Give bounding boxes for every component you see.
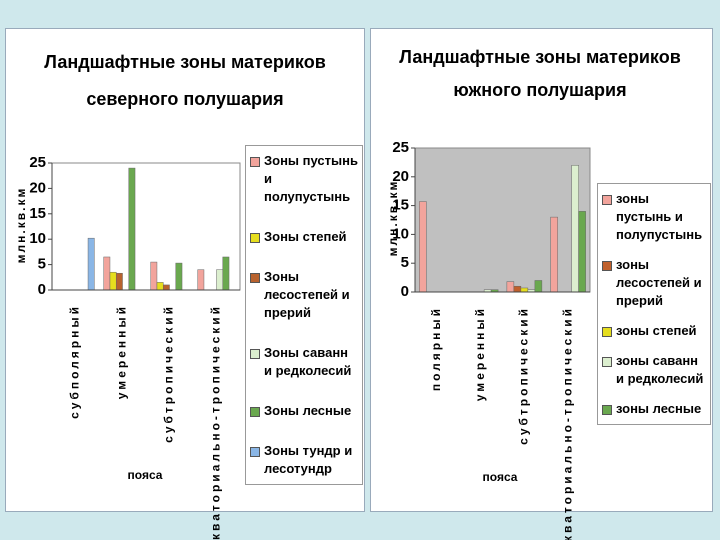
- y-tick-label: 25: [392, 139, 409, 156]
- legend-label: Зоны пустынь и полупустынь: [264, 153, 358, 204]
- bar: [175, 262, 183, 291]
- legend-swatch: [602, 195, 612, 205]
- legend-label: Зоны саванн и редколесий: [264, 345, 352, 378]
- y-tick-label: 0: [401, 283, 409, 300]
- legend-entry: Зоны саванн и редколесий: [250, 344, 358, 380]
- bar: [506, 281, 515, 293]
- bar: [222, 256, 230, 291]
- y-tick-label: 10: [29, 230, 46, 247]
- legend-swatch: [602, 405, 612, 415]
- x-tick-label: экваториально-тропический: [209, 304, 223, 540]
- legend-label: Зоны лесостепей и прерий: [264, 269, 350, 320]
- legend-entry: Зоны лесостепей и прерий: [250, 268, 358, 322]
- bar: [109, 271, 117, 291]
- y-tick-label: 25: [29, 154, 46, 171]
- bar: [128, 167, 136, 291]
- chart-title: северного полушария: [86, 89, 283, 109]
- legend-label: зоны пустынь и полупустынь: [616, 191, 703, 242]
- bar: [150, 261, 158, 291]
- legend-swatch: [250, 233, 260, 243]
- chart-title: южного полушария: [453, 80, 626, 100]
- bar: [162, 284, 170, 291]
- bar: [197, 269, 205, 291]
- y-tick-label: 5: [38, 256, 46, 273]
- bar: [571, 165, 579, 293]
- y-tick-label: 10: [392, 225, 409, 242]
- plot-area: [414, 147, 591, 293]
- y-tick-label: 0: [38, 281, 46, 298]
- y-tick-label: 15: [392, 197, 409, 214]
- bar: [103, 256, 111, 291]
- legend-entry: Зоны тундр и лесотундр: [250, 442, 358, 478]
- bar: [156, 282, 164, 291]
- legend-swatch: [602, 261, 612, 271]
- legend-swatch: [250, 349, 260, 359]
- x-tick-label: умеренный: [115, 304, 129, 399]
- legend-entry: зоны пустынь и полупустынь: [602, 190, 706, 244]
- bar: [550, 216, 558, 293]
- legend-label: Зоны степей: [264, 229, 347, 244]
- legend-entry: зоны саванн и редколесий: [602, 352, 706, 388]
- legend: зоны пустынь и полупустынь зоны лесостепе…: [597, 183, 711, 425]
- x-axis-label: пояса: [128, 468, 163, 482]
- bar: [534, 280, 543, 293]
- plot-area: [51, 162, 241, 291]
- x-tick-label: субполярный: [68, 304, 82, 419]
- x-tick-label: полярный: [429, 306, 443, 391]
- y-tick-label: 20: [392, 168, 409, 185]
- bar: [115, 272, 123, 291]
- x-tick-label: субтропический: [517, 306, 531, 445]
- legend-label: зоны саванн и редколесий: [616, 353, 704, 386]
- bar: [419, 201, 427, 293]
- legend-swatch: [602, 327, 612, 337]
- legend-label: Зоны лесные: [264, 403, 352, 418]
- chart-title: Ландшафтные зоны материков: [44, 52, 326, 72]
- chart-title: Ландшафтные зоны материков: [399, 47, 681, 67]
- y-tick-label: 5: [401, 254, 409, 271]
- legend-entry: зоны лесные: [602, 400, 706, 418]
- y-axis-label: млн.кв.км: [386, 180, 400, 257]
- bar: [578, 211, 586, 293]
- bar: [520, 287, 529, 293]
- x-axis-label: пояса: [483, 470, 518, 484]
- y-tick-label: 20: [29, 179, 46, 196]
- legend-entry: Зоны пустынь и полупустынь: [250, 152, 358, 206]
- legend-label: Зоны тундр и лесотундр: [264, 443, 353, 476]
- legend-swatch: [250, 407, 260, 417]
- legend-swatch: [250, 157, 260, 167]
- x-tick-label: экваториально-тропический: [560, 306, 574, 540]
- legend-swatch: [250, 447, 260, 457]
- legend-entry: Зоны степей: [250, 228, 358, 246]
- legend-entry: Зоны лесные: [250, 402, 358, 420]
- legend-swatch: [250, 273, 260, 283]
- y-axis-label: млн.кв.км: [14, 187, 28, 264]
- legend-entry: зоны степей: [602, 322, 706, 340]
- y-tick-label: 15: [29, 205, 46, 222]
- legend-swatch: [602, 357, 612, 367]
- bar: [87, 237, 95, 291]
- legend-label: зоны степей: [616, 323, 697, 338]
- x-tick-label: умеренный: [473, 306, 487, 401]
- bar: [216, 269, 224, 291]
- legend: Зоны пустынь и полупустынь Зоны степей Зон…: [245, 145, 363, 485]
- legend-label: зоны лесные: [616, 401, 702, 416]
- legend-entry: зоны лесостепей и прерий: [602, 256, 706, 310]
- bar: [513, 285, 522, 293]
- x-tick-label: субтропический: [162, 304, 176, 443]
- legend-label: зоны лесостепей и прерий: [616, 257, 702, 308]
